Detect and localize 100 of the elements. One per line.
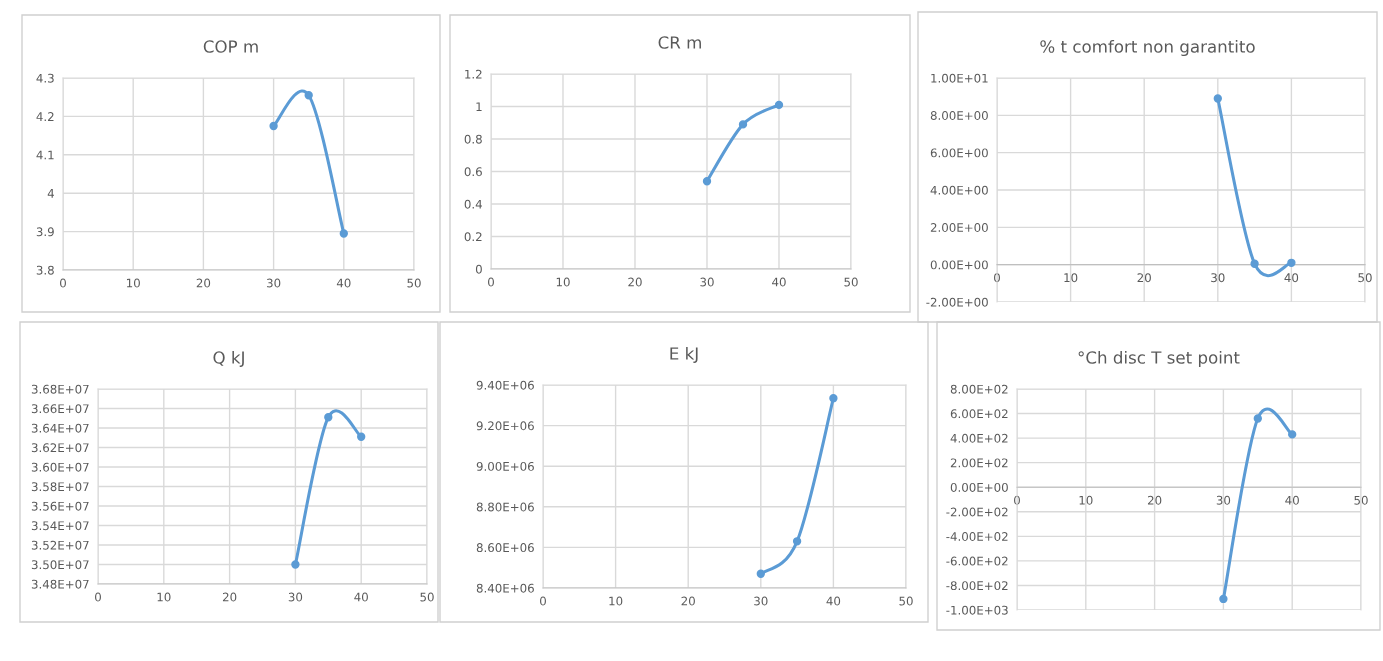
y-tick-label: 3.64E+07 xyxy=(31,423,89,433)
y-tick-label: -1.00E+03 xyxy=(946,605,1008,615)
x-tick-label: 0 xyxy=(540,596,546,606)
y-tick-label: 0.8 xyxy=(464,134,482,144)
point xyxy=(774,100,784,110)
y-tick-label: -2.00E+00 xyxy=(926,297,988,307)
y-tick-label: 3.54E+07 xyxy=(31,521,89,531)
point xyxy=(269,121,278,131)
y-tick-label: 8.40E+06 xyxy=(476,583,534,593)
chart-title: COP m xyxy=(203,40,258,53)
chart-title: E kJ xyxy=(670,346,698,363)
y-tick-label: 6.00E+00 xyxy=(930,148,988,158)
x-tick-label: 20 xyxy=(1147,495,1162,505)
point xyxy=(756,569,765,578)
y-tick-label: 2.00E+00 xyxy=(930,223,988,232)
x-tick-label: 10 xyxy=(157,592,171,602)
y-tick-label: 4.3 xyxy=(36,73,54,83)
x-tick-label: 50 xyxy=(407,278,421,288)
chart-title: °Ch disc T set point xyxy=(1078,350,1240,368)
x-tick-label: 40 xyxy=(354,592,368,602)
x-tick-label: 40 xyxy=(1284,273,1299,283)
x-tick-label: 0 xyxy=(994,273,1000,283)
chart-title: Q kJ xyxy=(213,350,244,367)
x-tick-label: 0 xyxy=(1014,495,1020,505)
x-tick-label: 50 xyxy=(844,277,858,287)
point xyxy=(1219,594,1228,604)
y-tick-label: 3.58E+07 xyxy=(31,482,89,492)
y-tick-label: 4.00E+02 xyxy=(950,433,1008,443)
point xyxy=(291,560,300,569)
x-tick-label: 30 xyxy=(1216,495,1231,505)
point xyxy=(304,91,313,100)
y-tick-label: 3.9 xyxy=(36,227,54,237)
x-tick-label: 20 xyxy=(628,277,642,287)
y-tick-label: 4.2 xyxy=(36,112,54,121)
y-tick-label: 1.2 xyxy=(465,69,482,79)
x-tick-label: 30 xyxy=(700,277,714,287)
y-tick-label: 1.00E+01 xyxy=(931,73,988,83)
point xyxy=(829,394,838,403)
point xyxy=(1253,414,1262,423)
x-tick-label: 20 xyxy=(196,278,211,288)
y-tick-label: 9.00E+06 xyxy=(476,461,534,471)
point xyxy=(792,537,802,546)
y-tick-label: 9.20E+06 xyxy=(476,421,534,431)
x-tick-label: 40 xyxy=(1285,495,1299,505)
x-tick-label: 30 xyxy=(1211,273,1225,283)
y-tick-label: 3.60E+07 xyxy=(31,462,89,472)
x-tick-label: 10 xyxy=(556,277,570,287)
x-tick-label: 0 xyxy=(488,277,494,287)
x-tick-label: 10 xyxy=(609,596,623,606)
x-tick-label: 20 xyxy=(681,596,695,606)
chart-title: CR m xyxy=(658,36,701,49)
y-tick-label: 8.60E+06 xyxy=(476,543,534,553)
y-tick-label: -4.00E+02 xyxy=(946,532,1008,541)
y-tick-label: 4.00E+00 xyxy=(930,185,988,195)
y-tick-label: 3.56E+07 xyxy=(31,501,89,511)
y-tick-label: 2.00E+02 xyxy=(950,458,1008,468)
x-tick-label: 50 xyxy=(1354,495,1368,505)
x-tick-label: 0 xyxy=(95,592,101,602)
y-tick-label: -2.00E+02 xyxy=(946,507,1008,517)
y-tick-label: 3.48E+07 xyxy=(31,579,89,589)
y-tick-label: 8.80E+06 xyxy=(476,502,534,512)
chart-title: % t comfort non garantito xyxy=(1040,39,1255,57)
y-tick-label: 8.00E+02 xyxy=(950,384,1008,394)
x-tick-label: 40 xyxy=(772,277,786,287)
y-tick-label: 3.62E+07 xyxy=(31,443,89,453)
point xyxy=(1250,259,1259,268)
x-tick-label: 20 xyxy=(222,592,237,602)
x-tick-label: 30 xyxy=(754,596,768,606)
y-tick-label: 0.4 xyxy=(464,199,482,209)
y-tick-label: -8.00E+02 xyxy=(946,581,1008,591)
x-tick-label: 30 xyxy=(266,278,281,288)
y-tick-label: 4.1 xyxy=(36,150,54,160)
x-tick-label: 40 xyxy=(826,596,841,606)
point xyxy=(357,432,366,441)
point xyxy=(1287,258,1296,267)
point xyxy=(324,413,333,422)
point xyxy=(1213,94,1222,103)
y-tick-label: 0.00E+00 xyxy=(930,260,988,270)
y-tick-label: 3.68E+07 xyxy=(31,384,89,394)
y-tick-label: 1 xyxy=(476,102,482,111)
point xyxy=(702,177,712,186)
point xyxy=(738,120,748,129)
x-tick-label: 50 xyxy=(1358,273,1372,283)
x-tick-label: 10 xyxy=(1064,273,1078,283)
y-tick-label: 0.2 xyxy=(464,232,482,242)
point xyxy=(339,229,348,238)
y-tick-label: 0.00E+00 xyxy=(950,482,1008,492)
x-tick-label: 20 xyxy=(1137,273,1151,283)
y-tick-label: 3.66E+07 xyxy=(31,404,89,414)
point xyxy=(1288,430,1297,439)
y-tick-label: 0 xyxy=(475,264,482,274)
y-tick-label: 3.52E+07 xyxy=(31,540,89,550)
y-tick-label: -6.00E+02 xyxy=(946,556,1008,566)
y-tick-label: 8.00E+00 xyxy=(930,111,988,120)
x-tick-label: 50 xyxy=(899,596,913,606)
x-tick-label: 10 xyxy=(126,278,140,288)
x-tick-label: 40 xyxy=(336,278,351,288)
y-tick-label: 3.50E+07 xyxy=(31,560,89,570)
x-tick-label: 30 xyxy=(288,592,303,602)
y-tick-label: 0.6 xyxy=(464,167,482,177)
